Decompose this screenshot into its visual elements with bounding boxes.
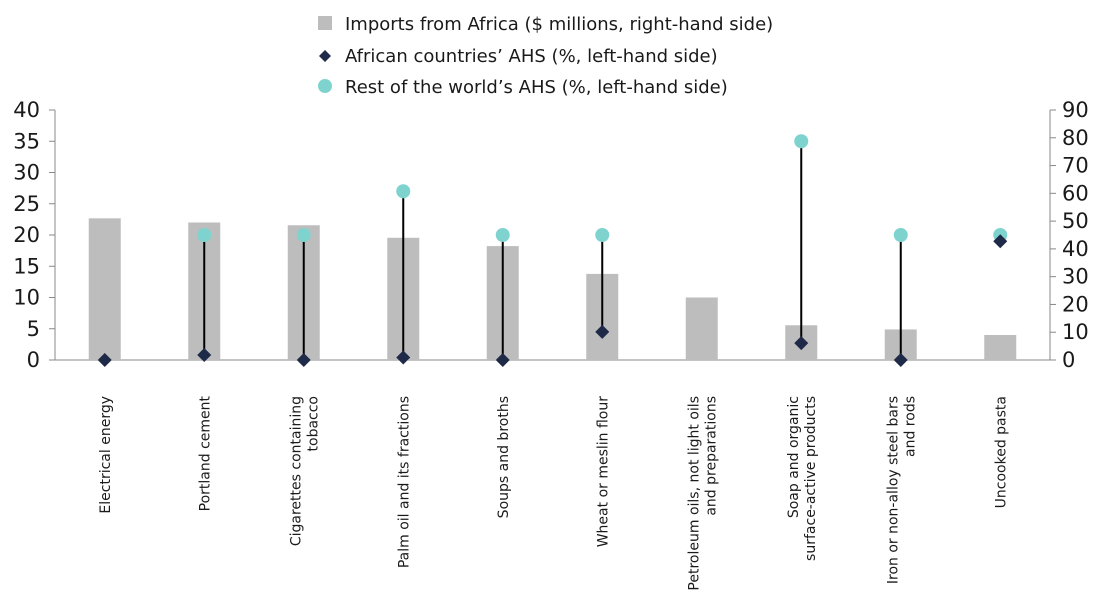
point-african-ahs — [595, 324, 610, 339]
category-label-line: Iron or non-alloy steel bars — [885, 396, 901, 584]
point-african-ahs — [296, 353, 311, 367]
y-right-tick-label: 20 — [1062, 292, 1089, 316]
category-label-line: Palm oil and its fractions — [396, 396, 412, 568]
y-left-tick-label: 30 — [13, 161, 40, 185]
category-label-line: and preparations — [703, 396, 719, 516]
category-label-line: and rods — [902, 396, 918, 457]
point-rest-of-world-ahs — [794, 134, 809, 149]
y-right-tick-label: 10 — [1062, 320, 1089, 344]
y-right-tick-label: 90 — [1062, 98, 1089, 122]
point-rest-of-world-ahs — [595, 228, 610, 242]
point-african-ahs — [993, 234, 1008, 249]
y-left-tick-label: 5 — [27, 317, 40, 341]
category-label-line: Soap and organic — [786, 396, 802, 518]
bar-imports — [88, 218, 121, 360]
category-label: Electrical energy — [98, 396, 114, 514]
point-rest-of-world-ahs — [495, 228, 510, 242]
y-right-tick-label: 80 — [1062, 126, 1089, 150]
category-label: Iron or non-alloy steel barsand rods — [885, 396, 918, 584]
category-label-line: surface-active products — [803, 396, 819, 561]
y-left-tick-label: 25 — [13, 192, 40, 216]
point-rest-of-world-ahs — [893, 228, 908, 242]
legend-swatch-imports — [318, 16, 332, 30]
category-label-line: Wheat or meslin flour — [595, 396, 611, 548]
y-left-tick-label: 35 — [13, 129, 40, 153]
legend-marker-rest-ahs — [318, 79, 332, 93]
bars — [88, 218, 1017, 360]
category-label: Petroleum oils, not light oilsand prepar… — [686, 396, 719, 591]
category-label-line: Uncooked pasta — [993, 396, 1009, 508]
category-label-line: Portland cement — [197, 395, 213, 511]
legend: Imports from Africa ($ millions, right-h… — [318, 14, 773, 98]
point-rest-of-world-ahs — [197, 228, 212, 242]
y-left-tick-label: 15 — [13, 254, 40, 278]
category-label: Cigarettes containingtobacco — [288, 396, 321, 546]
point-african-ahs — [197, 348, 212, 362]
point-rest-of-world-ahs — [396, 184, 411, 199]
connectors — [203, 141, 1002, 360]
y-right-tick-label: 50 — [1062, 209, 1089, 233]
y-right-tick-label: 30 — [1062, 265, 1089, 289]
point-african-ahs — [495, 353, 510, 367]
bar-imports — [984, 335, 1017, 360]
category-label: Soap and organicsurface-active products — [786, 396, 819, 561]
category-label-line: tobacco — [305, 396, 321, 451]
category-label: Uncooked pasta — [993, 396, 1009, 508]
category-label: Portland cement — [197, 395, 213, 511]
point-rest-of-world-ahs — [296, 228, 311, 242]
y-right-tick-label: 60 — [1062, 181, 1089, 205]
category-label: Wheat or meslin flour — [595, 396, 611, 548]
category-label-line: Electrical energy — [98, 396, 114, 514]
legend-label-imports: Imports from Africa ($ millions, right-h… — [345, 14, 773, 35]
point-african-ahs — [97, 353, 112, 367]
y-right-tick-label: 0 — [1062, 348, 1075, 372]
y-left-tick-label: 20 — [13, 223, 40, 247]
legend-label-rest-ahs: Rest of the world’s AHS (%, left-hand si… — [345, 77, 728, 98]
y-left-tick-label: 10 — [13, 286, 40, 310]
legend-marker-african-ahs — [319, 50, 331, 62]
category-label-line: Soups and broths — [496, 396, 512, 518]
y-right-tick-label: 70 — [1062, 154, 1089, 178]
category-labels: Electrical energy Portland cement Cigarett… — [98, 395, 1010, 590]
y-left-tick-label: 0 — [27, 348, 40, 372]
category-label-line: Petroleum oils, not light oils — [686, 396, 702, 591]
bar-imports — [685, 297, 718, 360]
axes: 0 5 10 15 20 25 30 35 40 0 10 20 30 40 50 60 70 80 90 — [13, 98, 1088, 372]
point-african-ahs — [893, 353, 908, 367]
markers — [97, 134, 1008, 367]
point-african-ahs — [794, 336, 809, 351]
y-right-tick-label: 40 — [1062, 237, 1089, 261]
y-left-tick-label: 40 — [13, 98, 40, 122]
category-label: Palm oil and its fractions — [396, 396, 412, 568]
point-african-ahs — [396, 350, 411, 365]
category-label: Soups and broths — [496, 396, 512, 518]
legend-label-african-ahs: African countries’ AHS (%, left-hand sid… — [345, 46, 718, 67]
category-label-line: Cigarettes containing — [288, 396, 304, 546]
